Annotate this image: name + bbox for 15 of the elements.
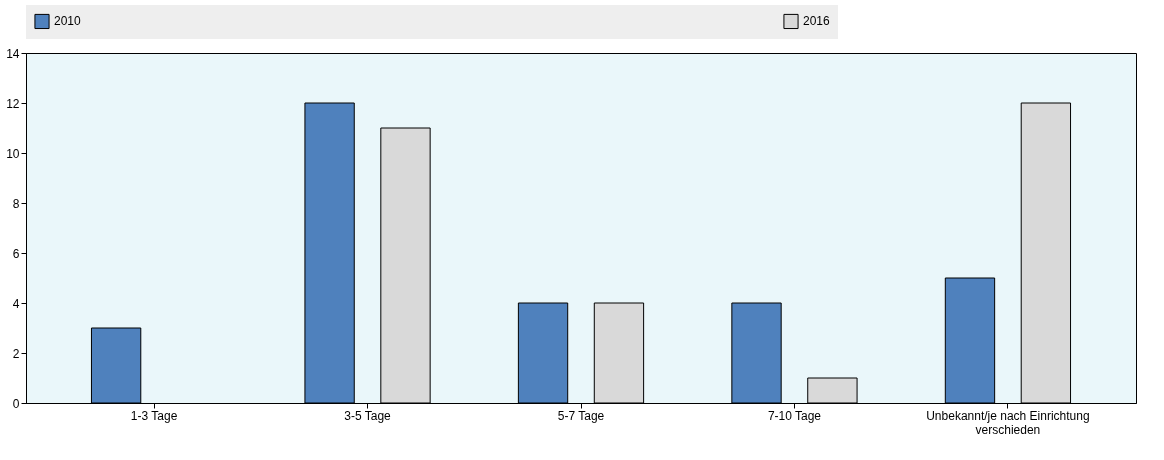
y-tick-label: 4 xyxy=(12,296,20,311)
legend-label: 2016 xyxy=(803,14,831,29)
x-tick-label: 7-10 Tage xyxy=(767,408,822,423)
y-tick-label: 2 xyxy=(12,346,20,361)
y-tick-label: 10 xyxy=(6,146,20,161)
y-tick-label: 12 xyxy=(6,96,20,111)
y-tick-label: 8 xyxy=(12,196,20,211)
x-tick-label: 1-3 Tage xyxy=(130,408,178,423)
y-tick-label: 0 xyxy=(12,396,20,411)
x-tick-label: Unbekannt/je nach Einrichtung verschieden xyxy=(926,408,1090,437)
y-tick-label: 6 xyxy=(12,246,20,261)
y-tick-label: 14 xyxy=(6,46,20,61)
x-tick-label: 3-5 Tage xyxy=(344,408,392,423)
legend-label: 2010 xyxy=(54,14,82,29)
x-tick-label: 5-7 Tage xyxy=(557,408,605,423)
